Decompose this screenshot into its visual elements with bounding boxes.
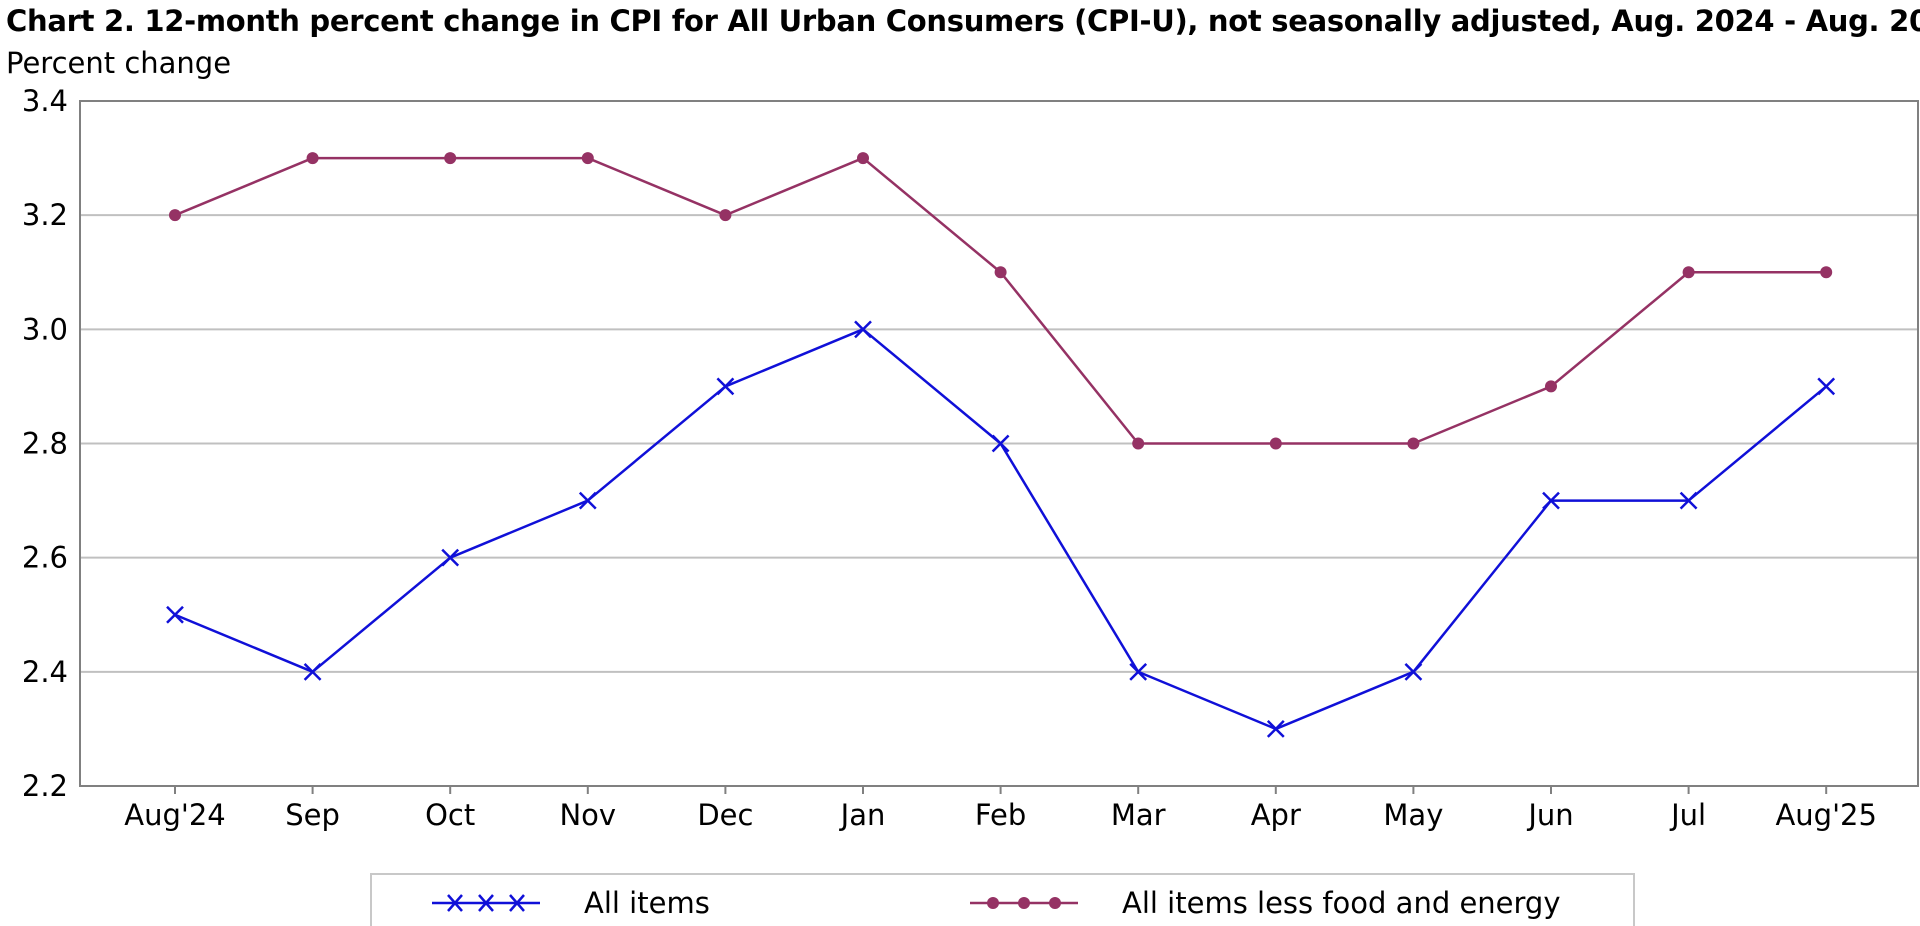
legend-label-core: All items less food and energy bbox=[1122, 886, 1561, 920]
data-point bbox=[1132, 437, 1145, 450]
data-point bbox=[1679, 491, 1698, 510]
series-line bbox=[174, 328, 1827, 731]
data-point bbox=[1404, 662, 1423, 681]
data-point bbox=[854, 320, 872, 339]
series-0 bbox=[166, 320, 1836, 738]
data-point bbox=[1817, 377, 1836, 396]
x-tick-label: Jun bbox=[1526, 798, 1573, 832]
data-point bbox=[578, 491, 597, 510]
x-tick-label: Feb bbox=[975, 798, 1026, 832]
x-tick-label: Nov bbox=[559, 798, 616, 832]
data-point bbox=[857, 152, 869, 165]
legend-label-all-items: All items bbox=[584, 886, 710, 920]
dot-marker-line-icon bbox=[970, 897, 1078, 909]
data-point bbox=[719, 209, 732, 222]
y-tick-label: 2.6 bbox=[22, 541, 68, 575]
data-point bbox=[444, 152, 457, 165]
data-point bbox=[169, 209, 181, 222]
data-point bbox=[716, 377, 735, 396]
data-point bbox=[1542, 491, 1560, 510]
x-marker-line-icon bbox=[432, 894, 540, 912]
chart-title: Chart 2. 12-month percent change in CPI … bbox=[6, 4, 1920, 38]
y-tick-label: 3.4 bbox=[22, 84, 68, 118]
x-tick-label: Aug'25 bbox=[1775, 798, 1877, 832]
data-point bbox=[303, 662, 322, 681]
y-tick-label: 2.2 bbox=[22, 769, 68, 803]
data-point bbox=[1129, 662, 1148, 681]
x-tick-label: Jan bbox=[839, 798, 886, 832]
x-tick-label: May bbox=[1383, 798, 1443, 832]
y-tick-label: 2.8 bbox=[22, 427, 68, 461]
data-point bbox=[166, 605, 184, 624]
legend-item-core: All items less food and energy bbox=[966, 883, 1561, 923]
data-point bbox=[1407, 437, 1420, 450]
legend-item-all-items: All items bbox=[428, 883, 710, 923]
legend: All items All items less food and energy bbox=[370, 873, 1635, 926]
x-tick-label: Apr bbox=[1251, 798, 1301, 832]
x-tick-label: Oct bbox=[425, 798, 475, 832]
data-point bbox=[991, 434, 1010, 453]
x-tick-label: Sep bbox=[285, 798, 340, 832]
x-tick-label: Mar bbox=[1111, 798, 1166, 832]
line-chart: 2.2 2.4 2.6 2.8 3.0 3.2 3.4 Aug'24 Sep Oct Nov Dec… bbox=[22, 84, 1919, 832]
data-point bbox=[1682, 266, 1695, 279]
data-point bbox=[994, 266, 1007, 279]
y-axis-unit-label: Percent change bbox=[6, 46, 232, 80]
y-tick-label: 3.0 bbox=[22, 312, 68, 346]
data-point bbox=[441, 548, 460, 567]
y-tick-label: 3.2 bbox=[22, 198, 68, 232]
x-tick-label: Jul bbox=[1669, 798, 1706, 832]
series-lines bbox=[166, 152, 1836, 738]
data-point bbox=[1820, 266, 1833, 279]
x-tick-label: Dec bbox=[697, 798, 753, 832]
data-point bbox=[581, 152, 594, 165]
plot-area-frame bbox=[79, 100, 1919, 787]
series-line bbox=[174, 156, 1827, 445]
data-point bbox=[1545, 380, 1557, 393]
y-axis-ticks: 2.2 2.4 2.6 2.8 3.0 3.2 3.4 bbox=[22, 84, 68, 803]
data-point bbox=[1266, 720, 1285, 738]
x-axis-ticks: Aug'24 Sep Oct Nov Dec Jan Feb Mar Apr May Jun Jul A… bbox=[124, 786, 1877, 832]
data-point bbox=[1269, 437, 1282, 450]
x-tick-label: Aug'24 bbox=[124, 798, 226, 832]
data-point bbox=[306, 152, 319, 165]
series-1 bbox=[169, 152, 1833, 450]
y-tick-label: 2.4 bbox=[22, 655, 68, 689]
